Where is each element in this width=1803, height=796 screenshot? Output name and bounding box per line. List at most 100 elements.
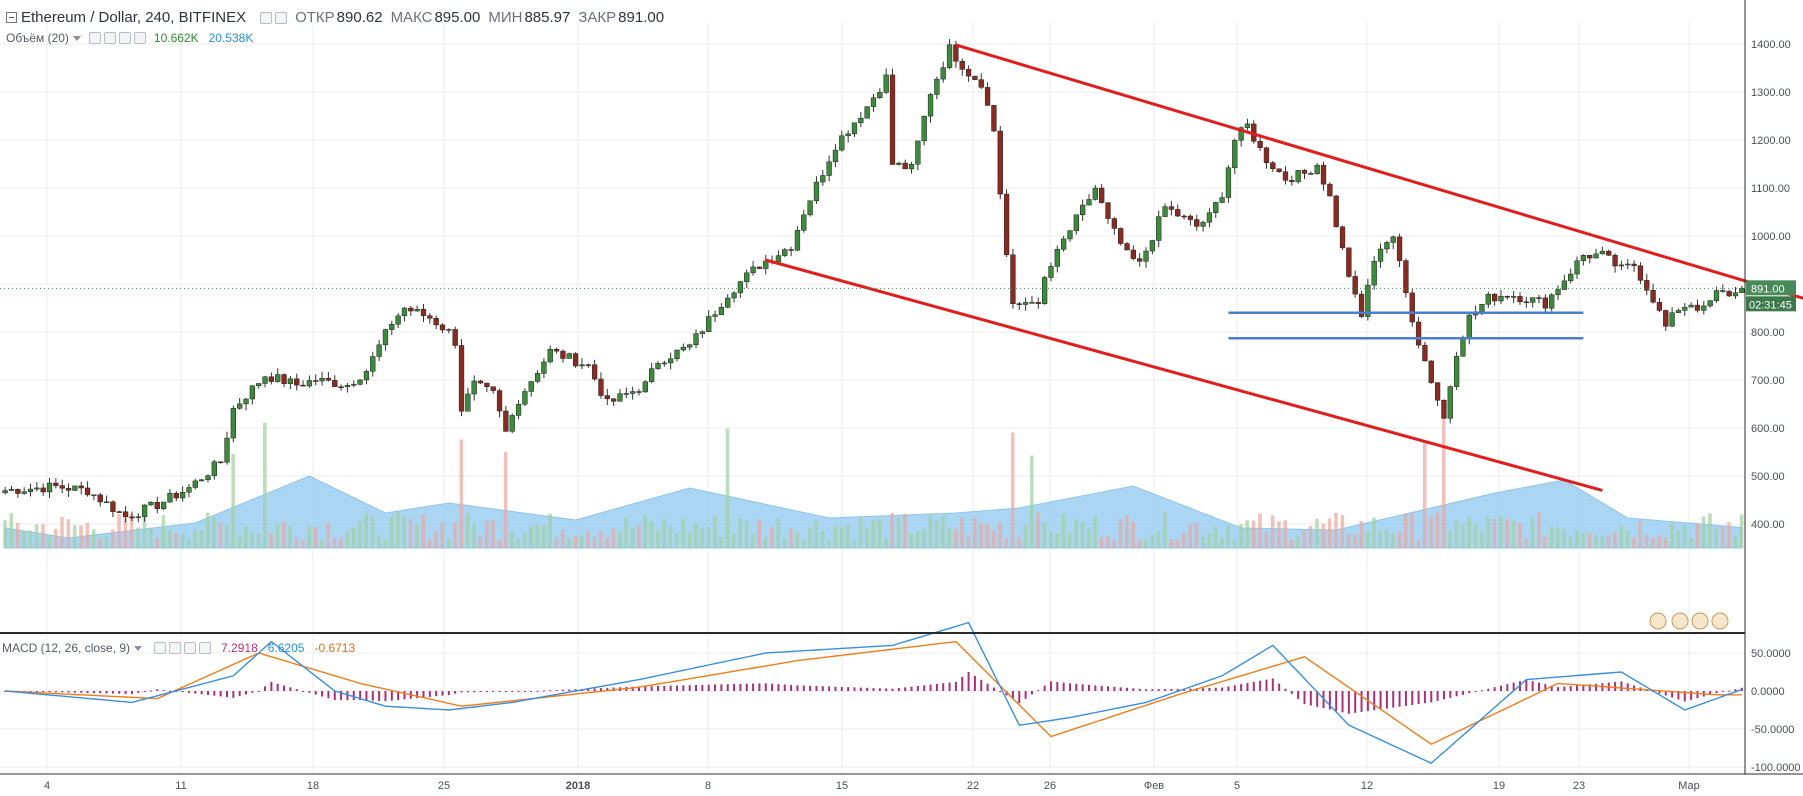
candle-body	[288, 379, 293, 384]
macd-histogram-bar	[885, 688, 887, 691]
macd-histogram-bar	[1595, 684, 1597, 691]
event-flag-icon[interactable]	[1650, 613, 1666, 629]
macd-histogram-bar	[125, 691, 127, 694]
volume-bar	[3, 520, 7, 548]
macd-histogram-bar	[118, 691, 120, 694]
candle-body	[1537, 298, 1542, 299]
volume-bar	[802, 540, 806, 548]
symbol-label[interactable]: Ethereum / Dollar, 240, BITFINEX	[21, 9, 246, 26]
volume-bar	[846, 525, 850, 548]
macd-histogram-bar	[1532, 681, 1534, 691]
candle-body	[795, 230, 800, 250]
chevron-down-icon[interactable]	[73, 36, 81, 41]
low-value: 885.97	[524, 9, 570, 26]
macd-histogram-bar	[1094, 685, 1096, 691]
volume-bar	[1417, 540, 1421, 548]
volume-label[interactable]: Объём (20)	[6, 31, 69, 45]
close-icon[interactable]	[199, 642, 211, 654]
candle-body	[523, 391, 528, 404]
macd-histogram-bar	[1246, 683, 1248, 691]
macd-histogram-bar	[442, 691, 444, 696]
macd-histogram-bar	[264, 686, 266, 691]
eye-icon[interactable]	[154, 642, 166, 654]
collapse-icon[interactable]	[6, 12, 17, 23]
settings-icon[interactable]	[275, 12, 287, 24]
volume-bar	[605, 537, 609, 548]
candle-body	[675, 350, 680, 359]
volume-bar	[1233, 539, 1237, 548]
volume-bar	[1074, 520, 1078, 548]
volume-bar	[10, 513, 14, 548]
macd-histogram-bar	[1361, 691, 1363, 712]
add-icon[interactable]	[119, 32, 131, 44]
candle-body	[1296, 170, 1301, 182]
volume-bar	[136, 527, 140, 548]
time-tick-label: 15	[836, 780, 848, 792]
volume-bar	[675, 533, 679, 548]
chevron-down-icon[interactable]	[134, 646, 142, 651]
candle-body	[313, 381, 318, 382]
candle-body	[161, 502, 166, 509]
candle-body	[846, 134, 851, 136]
candle-body	[1004, 194, 1009, 255]
macd-histogram-bar	[682, 685, 684, 691]
event-flag-icon[interactable]	[1692, 613, 1708, 629]
volume-bar	[656, 530, 660, 548]
volume-bar	[757, 520, 761, 548]
candle-body	[85, 488, 90, 495]
eye-icon[interactable]	[89, 32, 101, 44]
volume-bar	[364, 513, 368, 548]
candle-body	[421, 309, 426, 315]
candle-body	[72, 486, 77, 490]
macd-histogram-bar	[657, 686, 659, 691]
macd-histogram-bar	[511, 691, 513, 692]
macd-histogram-bar	[232, 691, 234, 698]
macd-histogram-bar	[1113, 687, 1115, 691]
macd-histogram-bar	[695, 685, 697, 691]
macd-label[interactable]: MACD (12, 26, close, 9)	[2, 641, 130, 655]
volume-bar	[840, 528, 844, 548]
eye-icon[interactable]	[260, 12, 272, 24]
candle-body	[377, 345, 382, 357]
macd-histogram-bar	[315, 691, 317, 695]
volume-bar	[954, 529, 958, 548]
macd-histogram-bar	[784, 684, 786, 691]
macd-histogram-bar	[131, 691, 133, 694]
settings-icon[interactable]	[169, 642, 181, 654]
macd-histogram-bar	[201, 691, 203, 694]
volume-bar	[713, 516, 717, 548]
volume-bar	[1188, 524, 1192, 548]
macd-histogram-bar	[733, 684, 735, 691]
volume-bar	[1201, 537, 1205, 548]
candle-body	[510, 415, 515, 431]
candle-body	[136, 517, 141, 518]
candle-body	[1207, 213, 1212, 222]
volume-bar	[694, 523, 698, 548]
macd-histogram-bar	[739, 684, 741, 691]
candle-body	[402, 308, 407, 316]
macd-histogram-bar	[1259, 681, 1261, 691]
candle-body	[535, 373, 540, 381]
macd-histogram-bar	[1025, 691, 1027, 699]
candle-body	[1074, 215, 1079, 231]
candle-body	[465, 394, 470, 411]
candle-body	[858, 118, 863, 123]
settings-icon[interactable]	[104, 32, 116, 44]
candle-body	[434, 318, 439, 325]
event-flag-icon[interactable]	[1672, 613, 1688, 629]
macd-histogram-bar	[1145, 689, 1147, 691]
volume-bar	[1670, 523, 1674, 548]
macd-histogram-bar	[556, 690, 558, 691]
volume-bar	[681, 518, 685, 548]
volume-bar	[73, 525, 77, 548]
price-tick-label: 1300.00	[1751, 87, 1791, 99]
candle-body	[1372, 261, 1377, 285]
candle-body	[567, 354, 572, 359]
event-flag-icon[interactable]	[1712, 613, 1728, 629]
add-icon[interactable]	[184, 642, 196, 654]
candle-body	[453, 329, 458, 345]
close-icon[interactable]	[134, 32, 146, 44]
volume-bar	[409, 519, 413, 548]
candle-body	[871, 98, 876, 107]
